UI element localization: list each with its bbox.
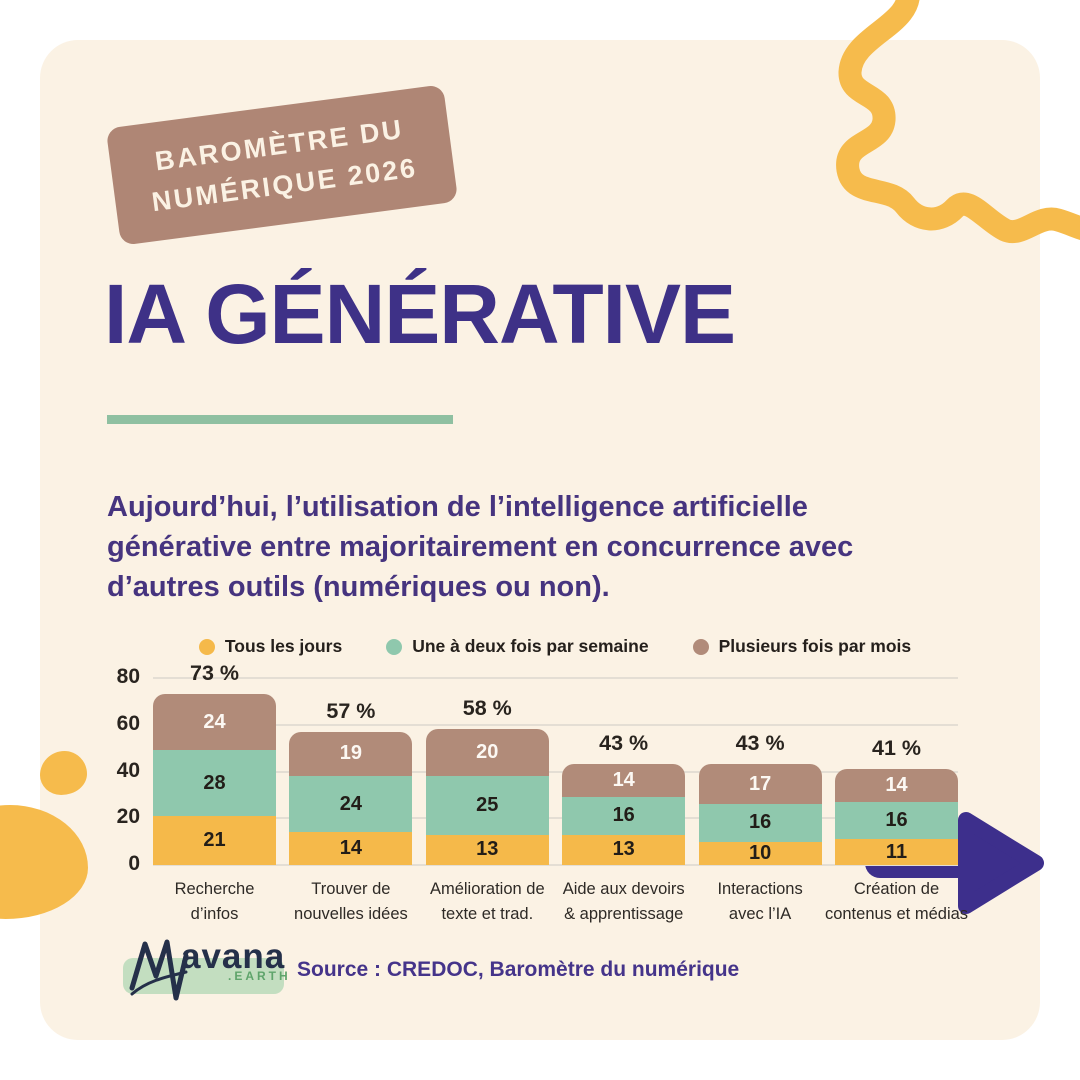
x-axis-category-label: Interactions avec l’IA xyxy=(670,877,850,927)
page-title: IA GÉNÉRATIVE xyxy=(104,267,736,361)
bar-segment: 20 xyxy=(425,729,549,777)
legend-dot-icon xyxy=(386,638,403,655)
legend-label: Plusieurs fois par mois xyxy=(718,636,912,656)
legend-dot-icon xyxy=(198,638,215,655)
source-text: Source : CREDOC, Baromètre du numérique xyxy=(297,958,740,981)
bar-2: 19 24 14 xyxy=(289,731,413,865)
gridline xyxy=(153,723,958,726)
chart-legend: Tous les jours Une à deux fois par semain… xyxy=(130,636,980,657)
logo-wordmark: avana xyxy=(181,937,286,976)
x-axis-category-label: Recherche d’infos xyxy=(125,877,305,927)
blob-decoration-small xyxy=(40,751,87,795)
gridline xyxy=(153,817,958,820)
category-line: Interactions xyxy=(717,880,803,898)
bar-total-label: 43 % xyxy=(735,731,785,756)
category-line: d’infos xyxy=(190,904,239,923)
bar-segment: 14 xyxy=(562,764,686,798)
legend-item: Plusieurs fois par mois xyxy=(692,636,912,657)
squiggle-decoration xyxy=(836,0,1080,244)
bar-segment: 11 xyxy=(835,839,958,865)
gridline xyxy=(153,864,958,866)
bar-5: 17 16 10 xyxy=(698,764,822,865)
category-line: avec l’IA xyxy=(728,904,792,923)
intro-paragraph: Aujourd’hui, l’utilisation de l’intellig… xyxy=(107,487,907,607)
bar-4: 14 16 13 xyxy=(562,764,686,865)
legend-item: Tous les jours xyxy=(198,636,343,657)
bar-6: 14 16 11 xyxy=(835,769,958,865)
bar-segment: 16 xyxy=(562,797,686,835)
bar-segment: 14 xyxy=(835,769,958,802)
bar-segment: 16 xyxy=(835,801,958,840)
bar-segment: 16 xyxy=(698,804,822,842)
y-axis-tick-label: 20 xyxy=(116,805,140,829)
x-axis-category-label: Création de contenus et médias xyxy=(807,877,987,927)
bar-segment: 24 xyxy=(289,776,413,833)
bar-total-label: 43 % xyxy=(599,731,649,756)
bar-segment: 10 xyxy=(698,841,822,865)
category-line: Aide aux devoirs xyxy=(562,880,685,898)
y-axis-tick-label: 80 xyxy=(116,665,140,688)
bar-segment: 14 xyxy=(289,832,413,865)
category-line: texte et trad. xyxy=(441,904,534,923)
gridline xyxy=(153,677,958,679)
legend-label: Tous les jours xyxy=(224,636,343,656)
bar-1: 24 28 21 xyxy=(153,694,276,865)
gridline xyxy=(153,770,958,773)
y-axis-tick-label: 0 xyxy=(128,852,140,875)
bar-total-label: 57 % xyxy=(326,698,376,723)
y-axis-tick-label: 40 xyxy=(116,758,140,782)
logo-waveform-icon xyxy=(129,939,189,1001)
bar-segment: 24 xyxy=(153,694,276,751)
category-line: Trouver de xyxy=(311,880,391,898)
category-line: Amélioration de xyxy=(429,880,545,898)
category-line: Recherche xyxy=(174,880,255,898)
bar-segment: 17 xyxy=(698,764,822,805)
intro-line-1: Aujourd’hui, l’utilisation de l’intellig… xyxy=(107,491,808,523)
category-line: contenus et médias xyxy=(824,904,969,923)
legend-dot-icon xyxy=(692,638,709,655)
y-axis-tick-label: 60 xyxy=(116,711,140,735)
title-underline xyxy=(107,415,453,424)
bar-segment: 13 xyxy=(562,834,686,865)
category-line: Création de xyxy=(853,880,940,898)
legend-label: Une à deux fois par semaine xyxy=(412,636,649,656)
legend-item: Une à deux fois par semaine xyxy=(386,636,649,657)
x-axis-category-label: Aide aux devoirs & apprentissage xyxy=(534,877,714,927)
category-line: & apprentissage xyxy=(564,904,684,923)
intro-line-2: générative entre majoritairement en conc… xyxy=(107,531,854,564)
bar-segment: 28 xyxy=(153,750,276,816)
bar-segment: 19 xyxy=(289,731,413,777)
bar-3: 20 25 13 xyxy=(425,729,549,865)
bar-segment: 21 xyxy=(153,815,276,865)
intro-line-3: d’autres outils (numériques ou non). xyxy=(107,571,610,604)
bar-segment: 13 xyxy=(425,834,549,865)
x-axis-category-label: Amélioration de texte et trad. xyxy=(397,877,577,927)
bar-total-label: 58 % xyxy=(462,696,512,721)
x-axis-category-label: Trouver de nouvelles idées xyxy=(261,877,441,927)
logo-domain: .EARTH xyxy=(228,969,291,983)
bar-total-label: 73 % xyxy=(189,661,239,686)
category-line: nouvelles idées xyxy=(294,904,408,923)
bar-total-label: 41 % xyxy=(871,736,921,761)
bar-segment: 25 xyxy=(425,776,549,835)
